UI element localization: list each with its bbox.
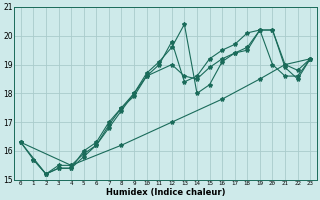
X-axis label: Humidex (Indice chaleur): Humidex (Indice chaleur) [106,188,225,197]
